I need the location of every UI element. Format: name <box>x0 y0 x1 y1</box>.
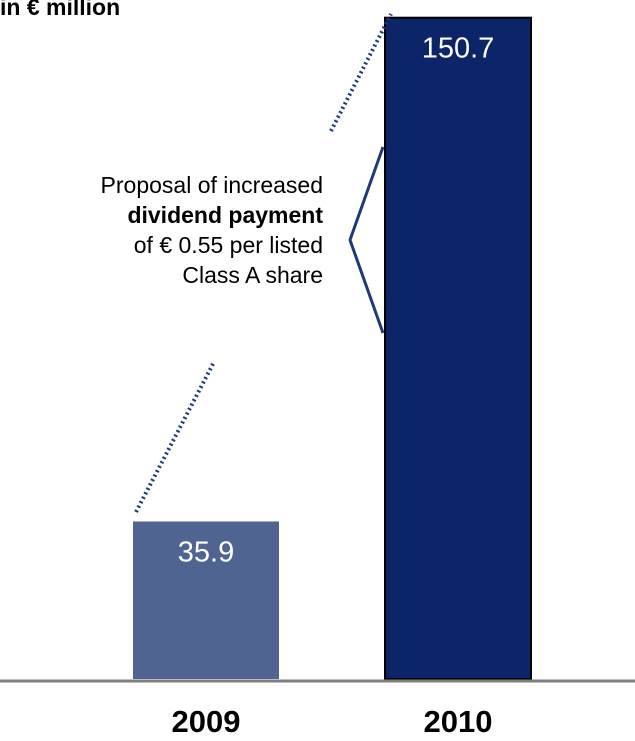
category-label-2009: 2009 <box>172 704 241 739</box>
annotation-line-2: dividend payment <box>127 202 323 228</box>
category-label-2010: 2010 <box>424 704 493 739</box>
bar-2010 <box>384 16 532 681</box>
unit-label: in € million <box>0 0 121 20</box>
bar-2009 <box>133 521 279 679</box>
annotation-bracket <box>348 146 385 334</box>
annotation-line-4: Class A share <box>182 262 323 288</box>
connector-line-upper <box>329 13 393 132</box>
annotation-line-3: of € 0.55 per listed <box>133 232 323 258</box>
annotation-text: Proposal of increased dividend payment o… <box>3 170 323 290</box>
connector-line-lower <box>134 361 216 513</box>
value-label-2009: 35.9 <box>178 536 234 568</box>
value-label-2010: 150.7 <box>422 33 495 65</box>
annotation-line-1: Proposal of increased <box>100 172 323 198</box>
